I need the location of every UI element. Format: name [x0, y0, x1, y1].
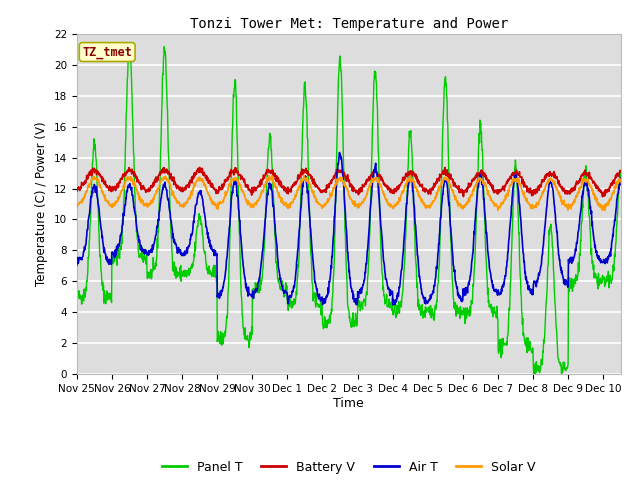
Text: TZ_tmet: TZ_tmet [82, 46, 132, 59]
Legend: Panel T, Battery V, Air T, Solar V: Panel T, Battery V, Air T, Solar V [157, 456, 541, 479]
Title: Tonzi Tower Met: Temperature and Power: Tonzi Tower Met: Temperature and Power [189, 17, 508, 31]
Y-axis label: Temperature (C) / Power (V): Temperature (C) / Power (V) [35, 122, 48, 286]
X-axis label: Time: Time [333, 397, 364, 410]
